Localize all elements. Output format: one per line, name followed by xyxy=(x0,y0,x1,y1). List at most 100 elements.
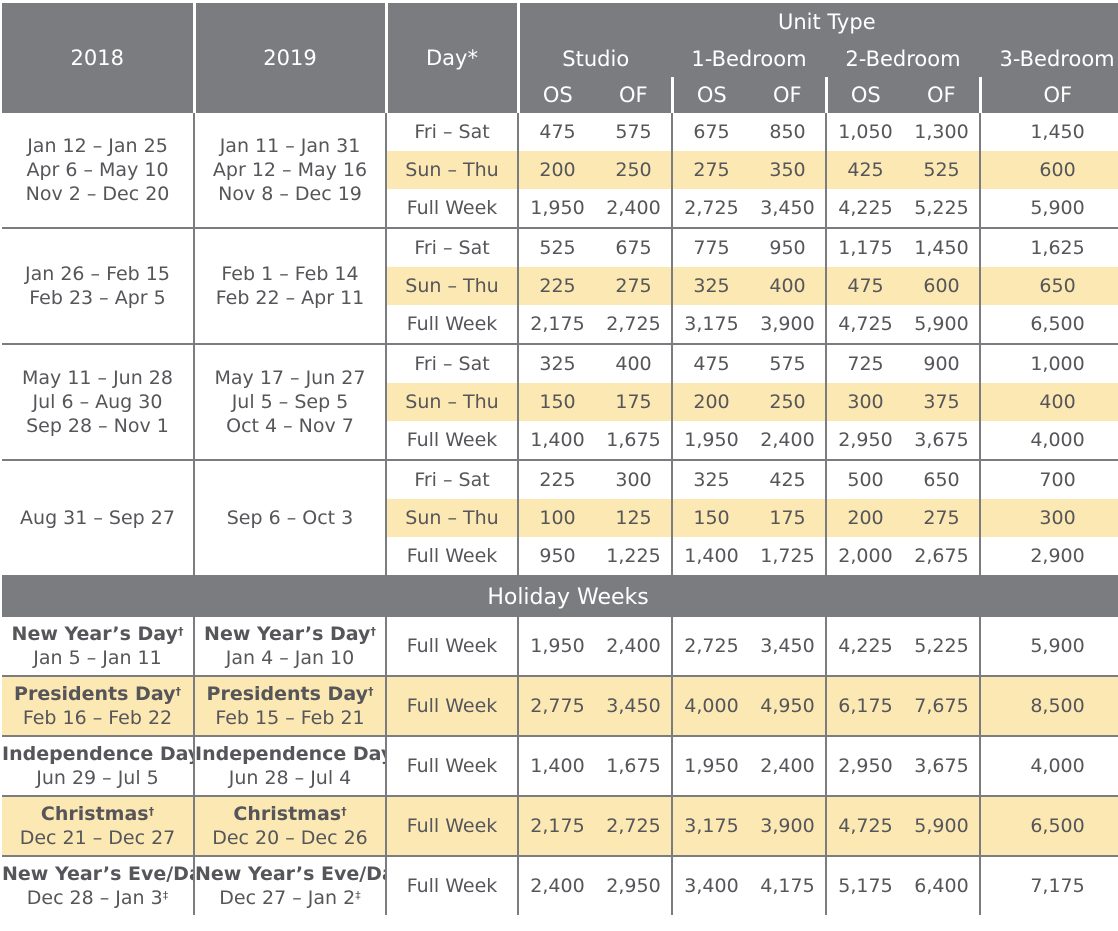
header-studio: Studio xyxy=(516,41,672,77)
holiday-date-range: Dec 27 – Jan 2‡ xyxy=(196,886,385,910)
holiday-name: New Year’s Day† xyxy=(2,622,193,646)
holiday-name: Presidents Day† xyxy=(2,682,193,706)
holiday-date-text: Feb 16 – Feb 22 xyxy=(22,707,173,729)
points-value: 1,675 xyxy=(596,736,672,797)
season-row: May 11 – Jun 28 Jul 6 – Aug 30 Sep 28 – No… xyxy=(2,344,1118,461)
points-value: 4,225 xyxy=(825,189,904,229)
day-label: Sun – Thu xyxy=(385,267,518,305)
points-value: 650 xyxy=(923,469,960,491)
points-value: 775 xyxy=(671,228,750,267)
points-value: 4,000 xyxy=(671,676,750,737)
date-range: May 11 – Jun 28 xyxy=(22,367,173,389)
points-value: 425 xyxy=(769,469,806,491)
dagger-mark: † xyxy=(341,805,347,818)
day-label: Full Week xyxy=(385,537,518,577)
holiday-date-range: Jun 29 – Jul 5 xyxy=(2,766,193,790)
points-value: 600 xyxy=(978,151,1118,189)
points-value: 6,175 xyxy=(825,676,904,737)
holiday-date-range: Jun 28 – Jul 4 xyxy=(196,766,385,790)
points-value: 4,000 xyxy=(978,421,1118,461)
dates-2019: Sep 6 – Oct 3 xyxy=(193,460,386,577)
points-value: 525 xyxy=(517,228,596,267)
holiday-2019: Presidents Day† Feb 15 – Feb 21 xyxy=(193,676,386,737)
points-value: 2,950 xyxy=(606,875,661,897)
points-value: 325 xyxy=(671,460,750,499)
points-value: 300 xyxy=(825,383,904,421)
points-value: 200 xyxy=(671,383,750,421)
date-range: Nov 2 – Dec 20 xyxy=(25,183,170,205)
points-value: 325 xyxy=(517,344,596,383)
holiday-2018: New Year’s Day† Jan 5 – Jan 11 xyxy=(2,617,194,677)
day-label: Full Week xyxy=(385,421,518,461)
points-value: 325 xyxy=(671,267,750,305)
day-label: Full Week xyxy=(385,736,518,797)
season-row: Sun – Thu 200 250 275 350 425 525 600 xyxy=(2,151,1118,189)
points-value: 6,500 xyxy=(978,796,1118,857)
points-value: 275 xyxy=(904,499,980,537)
points-value: 850 xyxy=(769,121,806,143)
season-row: Full Week 950 1,225 1,400 1,725 2,000 2,675 2,9… xyxy=(2,537,1118,577)
points-value: 3,675 xyxy=(904,421,980,461)
holiday-2018: New Year’s Eve/Day†Dec 28 – Jan 3‡ xyxy=(2,856,194,915)
season-row: Sun – Thu 100 125 150 175 200 275 300 xyxy=(2,499,1118,537)
points-value: 3,400 xyxy=(671,856,750,915)
holiday-date-range: Jan 5 – Jan 11 xyxy=(2,646,193,670)
date-range: Sep 6 – Oct 3 xyxy=(226,507,354,529)
holiday-name-text: New Year’s Eve/Day xyxy=(2,863,194,885)
season-row: Jan 12 – Jan 25 Apr 6 – May 10 Nov 2 – Dec… xyxy=(2,113,1118,229)
points-value: 7,675 xyxy=(904,676,980,737)
day-label: Fri – Sat xyxy=(385,460,518,499)
dates-2019: May 17 – Jun 27 Jul 5 – Sep 5 Oct 4 – Nov … xyxy=(193,344,386,461)
date-range: Apr 6 – May 10 xyxy=(26,159,169,181)
holiday-row: Independence Day†Jun 29 – Jul 5Independe… xyxy=(2,736,1118,797)
table-header: 2018 2019 Day* Unit Type Studio 1-Bedroo… xyxy=(2,3,1118,113)
holiday-name: Independence Day† xyxy=(195,742,386,766)
header-studio-of: OF xyxy=(596,77,672,113)
points-value: 1,450 xyxy=(978,113,1118,151)
points-value: 1,175 xyxy=(825,228,904,267)
points-value: 400 xyxy=(978,383,1118,421)
header-2-bedroom: 2-Bedroom xyxy=(826,41,980,77)
points-value: 900 xyxy=(923,353,960,375)
holiday-name-text: Presidents Day xyxy=(14,683,176,705)
holiday-name: New Year’s Eve/Day† xyxy=(196,862,386,886)
date-range: Oct 4 – Nov 7 xyxy=(226,415,354,437)
day-label: Full Week xyxy=(385,189,518,229)
holiday-name-text: New Year’s Day xyxy=(204,623,371,645)
holiday-date-text: Jun 28 – Jul 4 xyxy=(228,767,352,789)
holiday-date-text: Dec 21 – Dec 27 xyxy=(19,827,176,849)
points-value: 200 xyxy=(517,151,596,189)
double-dagger-mark: ‡ xyxy=(355,889,361,902)
points-value: 4,225 xyxy=(825,617,904,677)
holiday-date-text: Dec 28 – Jan 3 xyxy=(26,887,163,909)
season-row: Full Week 1,400 1,675 1,950 2,400 2,950 3,675 4… xyxy=(2,421,1118,461)
points-value: 1,950 xyxy=(671,421,750,461)
points-value: 6,500 xyxy=(978,305,1118,345)
header-day: Day* xyxy=(384,3,518,113)
day-label: Sun – Thu xyxy=(385,499,518,537)
holiday-date-range: Jan 4 – Jan 10 xyxy=(196,646,385,670)
date-range: May 17 – Jun 27 xyxy=(214,367,366,389)
holiday-name-text: Independence Day xyxy=(195,743,386,765)
points-value: 3,900 xyxy=(750,796,826,857)
points-value: 3,900 xyxy=(750,305,826,345)
points-value: 8,500 xyxy=(978,676,1118,737)
date-range: Sep 28 – Nov 1 xyxy=(26,415,169,437)
points-value: 375 xyxy=(904,383,980,421)
holiday-name: Christmas† xyxy=(2,802,193,826)
header-1-bedroom: 1-Bedroom xyxy=(672,41,826,77)
points-value: 1,400 xyxy=(517,421,596,461)
day-label: Full Week xyxy=(385,796,518,857)
points-value: 1,625 xyxy=(978,228,1118,267)
points-value: 225 xyxy=(517,267,596,305)
day-label: Fri – Sat xyxy=(385,344,518,383)
header-2019: 2019 xyxy=(192,3,386,113)
points-value: 2,950 xyxy=(825,736,904,797)
holiday-date-range: Dec 21 – Dec 27 xyxy=(2,826,193,850)
points-value: 5,900 xyxy=(904,796,980,857)
header-1br-os: OS xyxy=(670,77,750,113)
points-value: 2,675 xyxy=(904,537,980,577)
points-value: 4,725 xyxy=(825,796,904,857)
points-value: 675 xyxy=(671,113,750,151)
points-value: 3,175 xyxy=(671,796,750,857)
